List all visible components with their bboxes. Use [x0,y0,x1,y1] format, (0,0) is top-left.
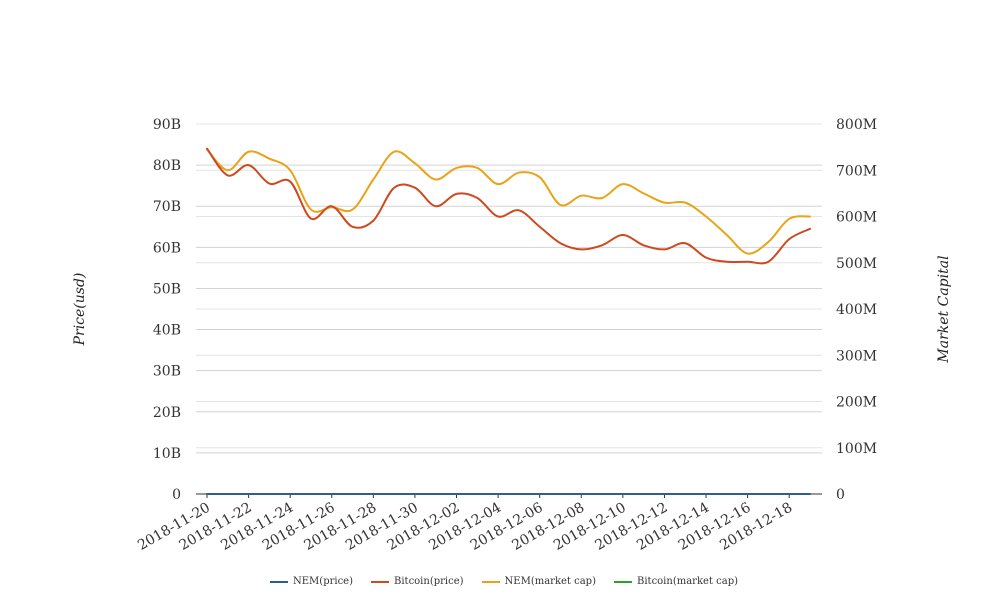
series-bitcoin-price-line [206,147,811,265]
y-right-tick-label: 400M [836,302,877,318]
legend: NEM(price) Bitcoin(price) NEM(market cap… [0,576,1008,587]
legend-swatch [614,580,632,583]
y-left-tick-label: 0 [172,487,181,503]
legend-label: Bitcoin(market cap) [637,576,738,587]
y-left-tick-label: 90B [153,117,181,133]
y-left-tick-label: 30B [153,364,181,380]
y-right-tick-label: 0 [836,487,845,503]
y-left-tick-label: 20B [153,405,181,421]
y-left-axis-title: Price(usd) [72,273,88,347]
legend-item-nem-market-cap[interactable]: NEM(market cap) [481,576,596,587]
y-right-tick-label: 200M [836,395,877,411]
y-right-axis-title: Market Capital [936,255,952,363]
series-nem-market-cap-line [206,148,811,255]
y-right-tick-label: 100M [836,441,877,457]
y-left-tick-label: 60B [153,240,181,256]
y-right-tick-label: 300M [836,348,877,364]
y-right-tick-label: 600M [836,210,877,226]
y-left-tick-label: 10B [153,446,181,462]
legend-item-bitcoin-market-cap[interactable]: Bitcoin(market cap) [614,576,738,587]
legend-item-nem-price[interactable]: NEM(price) [270,576,353,587]
legend-swatch [371,580,389,583]
y-left-tick-label: 70B [153,199,181,215]
y-left-tick-label: 80B [153,158,181,174]
y-left-tick-label: 40B [153,323,181,339]
y-left-tick-label: 50B [153,281,181,297]
legend-swatch [481,580,500,583]
y-right-tick-label: 700M [836,163,877,179]
legend-item-bitcoin-price[interactable]: Bitcoin(price) [371,576,464,587]
y-right-tick-label: 500M [836,256,877,272]
y-right-tick-label: 800M [836,117,877,133]
legend-swatch [270,580,288,583]
line-chart: 0 10B 20B 30B 40B 50B 60B 70B 80B 90B 0 100M 200M 300… [72,117,952,554]
legend-label: NEM(price) [293,576,353,587]
legend-label: NEM(market cap) [504,576,596,587]
legend-label: Bitcoin(price) [394,576,464,587]
